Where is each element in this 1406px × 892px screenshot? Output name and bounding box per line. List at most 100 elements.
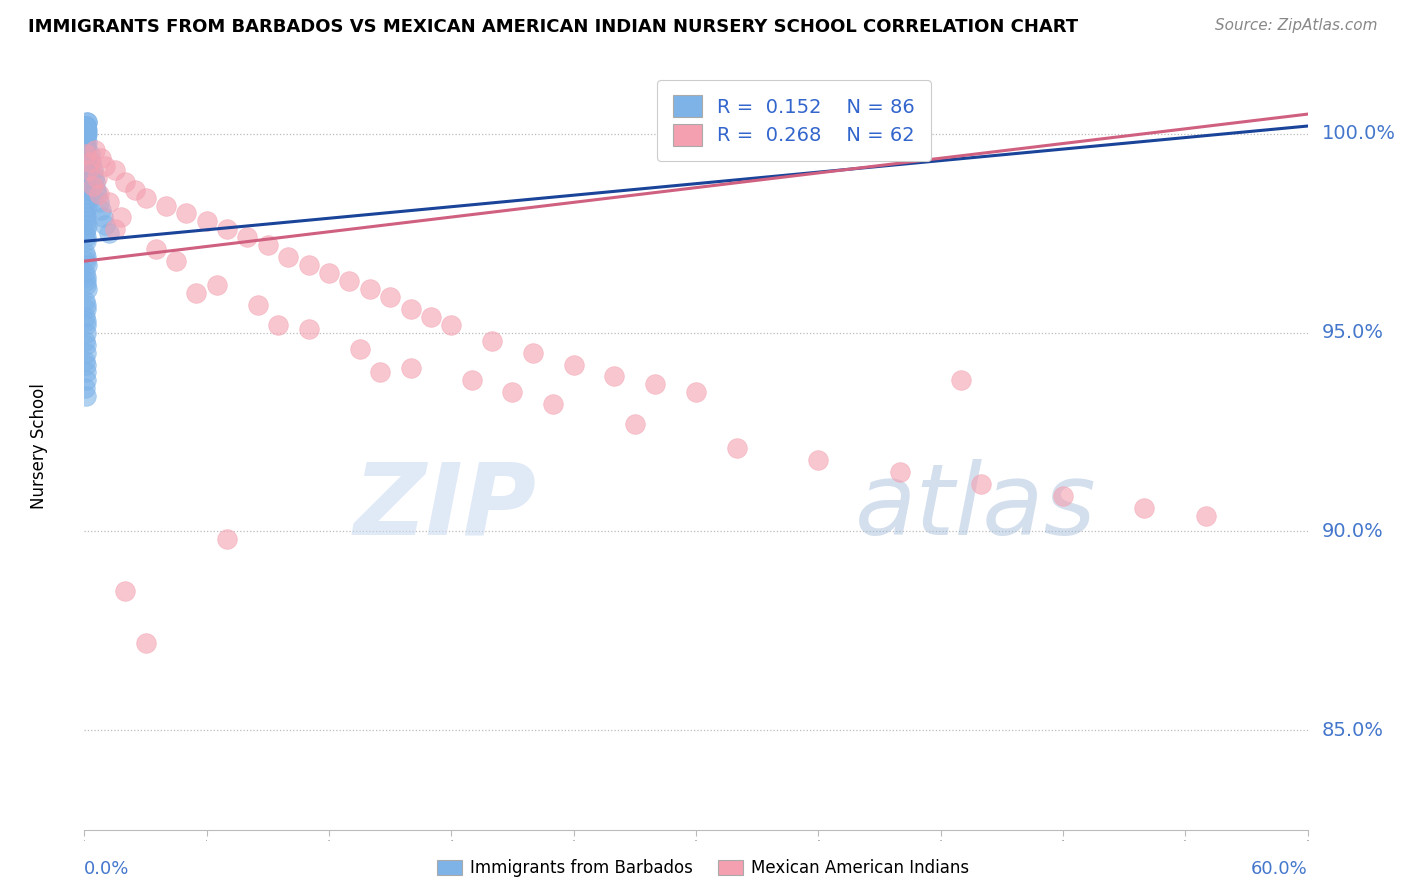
Point [75,270,97,285]
Point [145,242,167,256]
Text: 60.0%: 60.0% [1251,860,1308,878]
Text: ZIP: ZIP [354,458,537,556]
Point [75,119,97,133]
Point [257,238,280,252]
Point [114,175,136,189]
Point [93,159,115,173]
Point [75,230,97,244]
Point [970,476,993,491]
Point [75,326,97,340]
Point [104,162,127,177]
Point [135,191,157,205]
Point [75,127,97,141]
Point [75,301,97,316]
Point [75,314,97,328]
Point [75,254,97,268]
Point [217,533,239,547]
Point [86,186,108,201]
Point [76,115,98,129]
Point [889,465,911,479]
Point [75,139,97,153]
Text: 100.0%: 100.0% [1322,125,1396,144]
Point [502,385,524,400]
Point [75,222,97,236]
Point [75,175,97,189]
Point [195,214,218,228]
Point [349,342,371,356]
Point [75,170,97,185]
Point [75,227,97,241]
Point [399,361,422,376]
Point [76,258,98,272]
Point [75,123,97,137]
Point [685,385,707,400]
Point [543,397,565,411]
Point [83,143,105,157]
Point [87,186,110,201]
Text: 95.0%: 95.0% [1322,323,1384,343]
Point [1133,500,1156,515]
Point [75,358,97,372]
Point [110,211,132,225]
Point [75,178,97,193]
Point [75,123,97,137]
Point [75,119,97,133]
Point [90,202,112,217]
Point [75,293,97,308]
Point [83,175,105,189]
Point [75,143,97,157]
Point [217,222,239,236]
Point [76,127,98,141]
Point [75,127,97,141]
Point [75,318,97,332]
Point [75,167,97,181]
Point [97,194,120,209]
Text: 0.0%: 0.0% [84,860,129,878]
Point [205,278,228,293]
Point [75,135,97,149]
Point [522,345,544,359]
Point [75,146,97,161]
Text: 90.0%: 90.0% [1322,522,1384,541]
Point [75,186,97,201]
Point [165,254,187,268]
Point [75,191,97,205]
Text: atlas: atlas [855,458,1097,556]
Point [75,278,97,293]
Point [1052,489,1074,503]
Point [75,266,97,280]
Text: IMMIGRANTS FROM BARBADOS VS MEXICAN AMERICAN INDIAN NURSERY SCHOOL CORRELATION C: IMMIGRANTS FROM BARBADOS VS MEXICAN AMER… [28,18,1078,36]
Point [76,135,98,149]
Point [318,266,340,280]
Point [440,318,463,332]
Point [75,123,97,137]
Point [277,250,299,264]
Point [75,123,97,137]
Point [644,377,666,392]
Point [76,282,98,296]
Point [76,154,98,169]
Point [135,636,157,650]
Point [75,159,97,173]
Point [75,310,97,324]
Point [339,274,361,288]
Point [75,127,97,141]
Point [603,369,626,384]
Point [725,441,748,455]
Point [75,162,97,177]
Point [76,151,98,165]
Point [481,334,503,348]
Point [76,198,98,212]
Point [75,246,97,260]
Legend: Immigrants from Barbados, Mexican American Indians: Immigrants from Barbados, Mexican Americ… [430,853,976,884]
Point [87,194,110,209]
Point [75,194,97,209]
Point [75,159,97,173]
Point [83,170,105,185]
Point [75,143,97,157]
Point [359,282,381,296]
Point [155,198,177,212]
Point [93,219,115,233]
Point [76,219,98,233]
Point [236,230,259,244]
